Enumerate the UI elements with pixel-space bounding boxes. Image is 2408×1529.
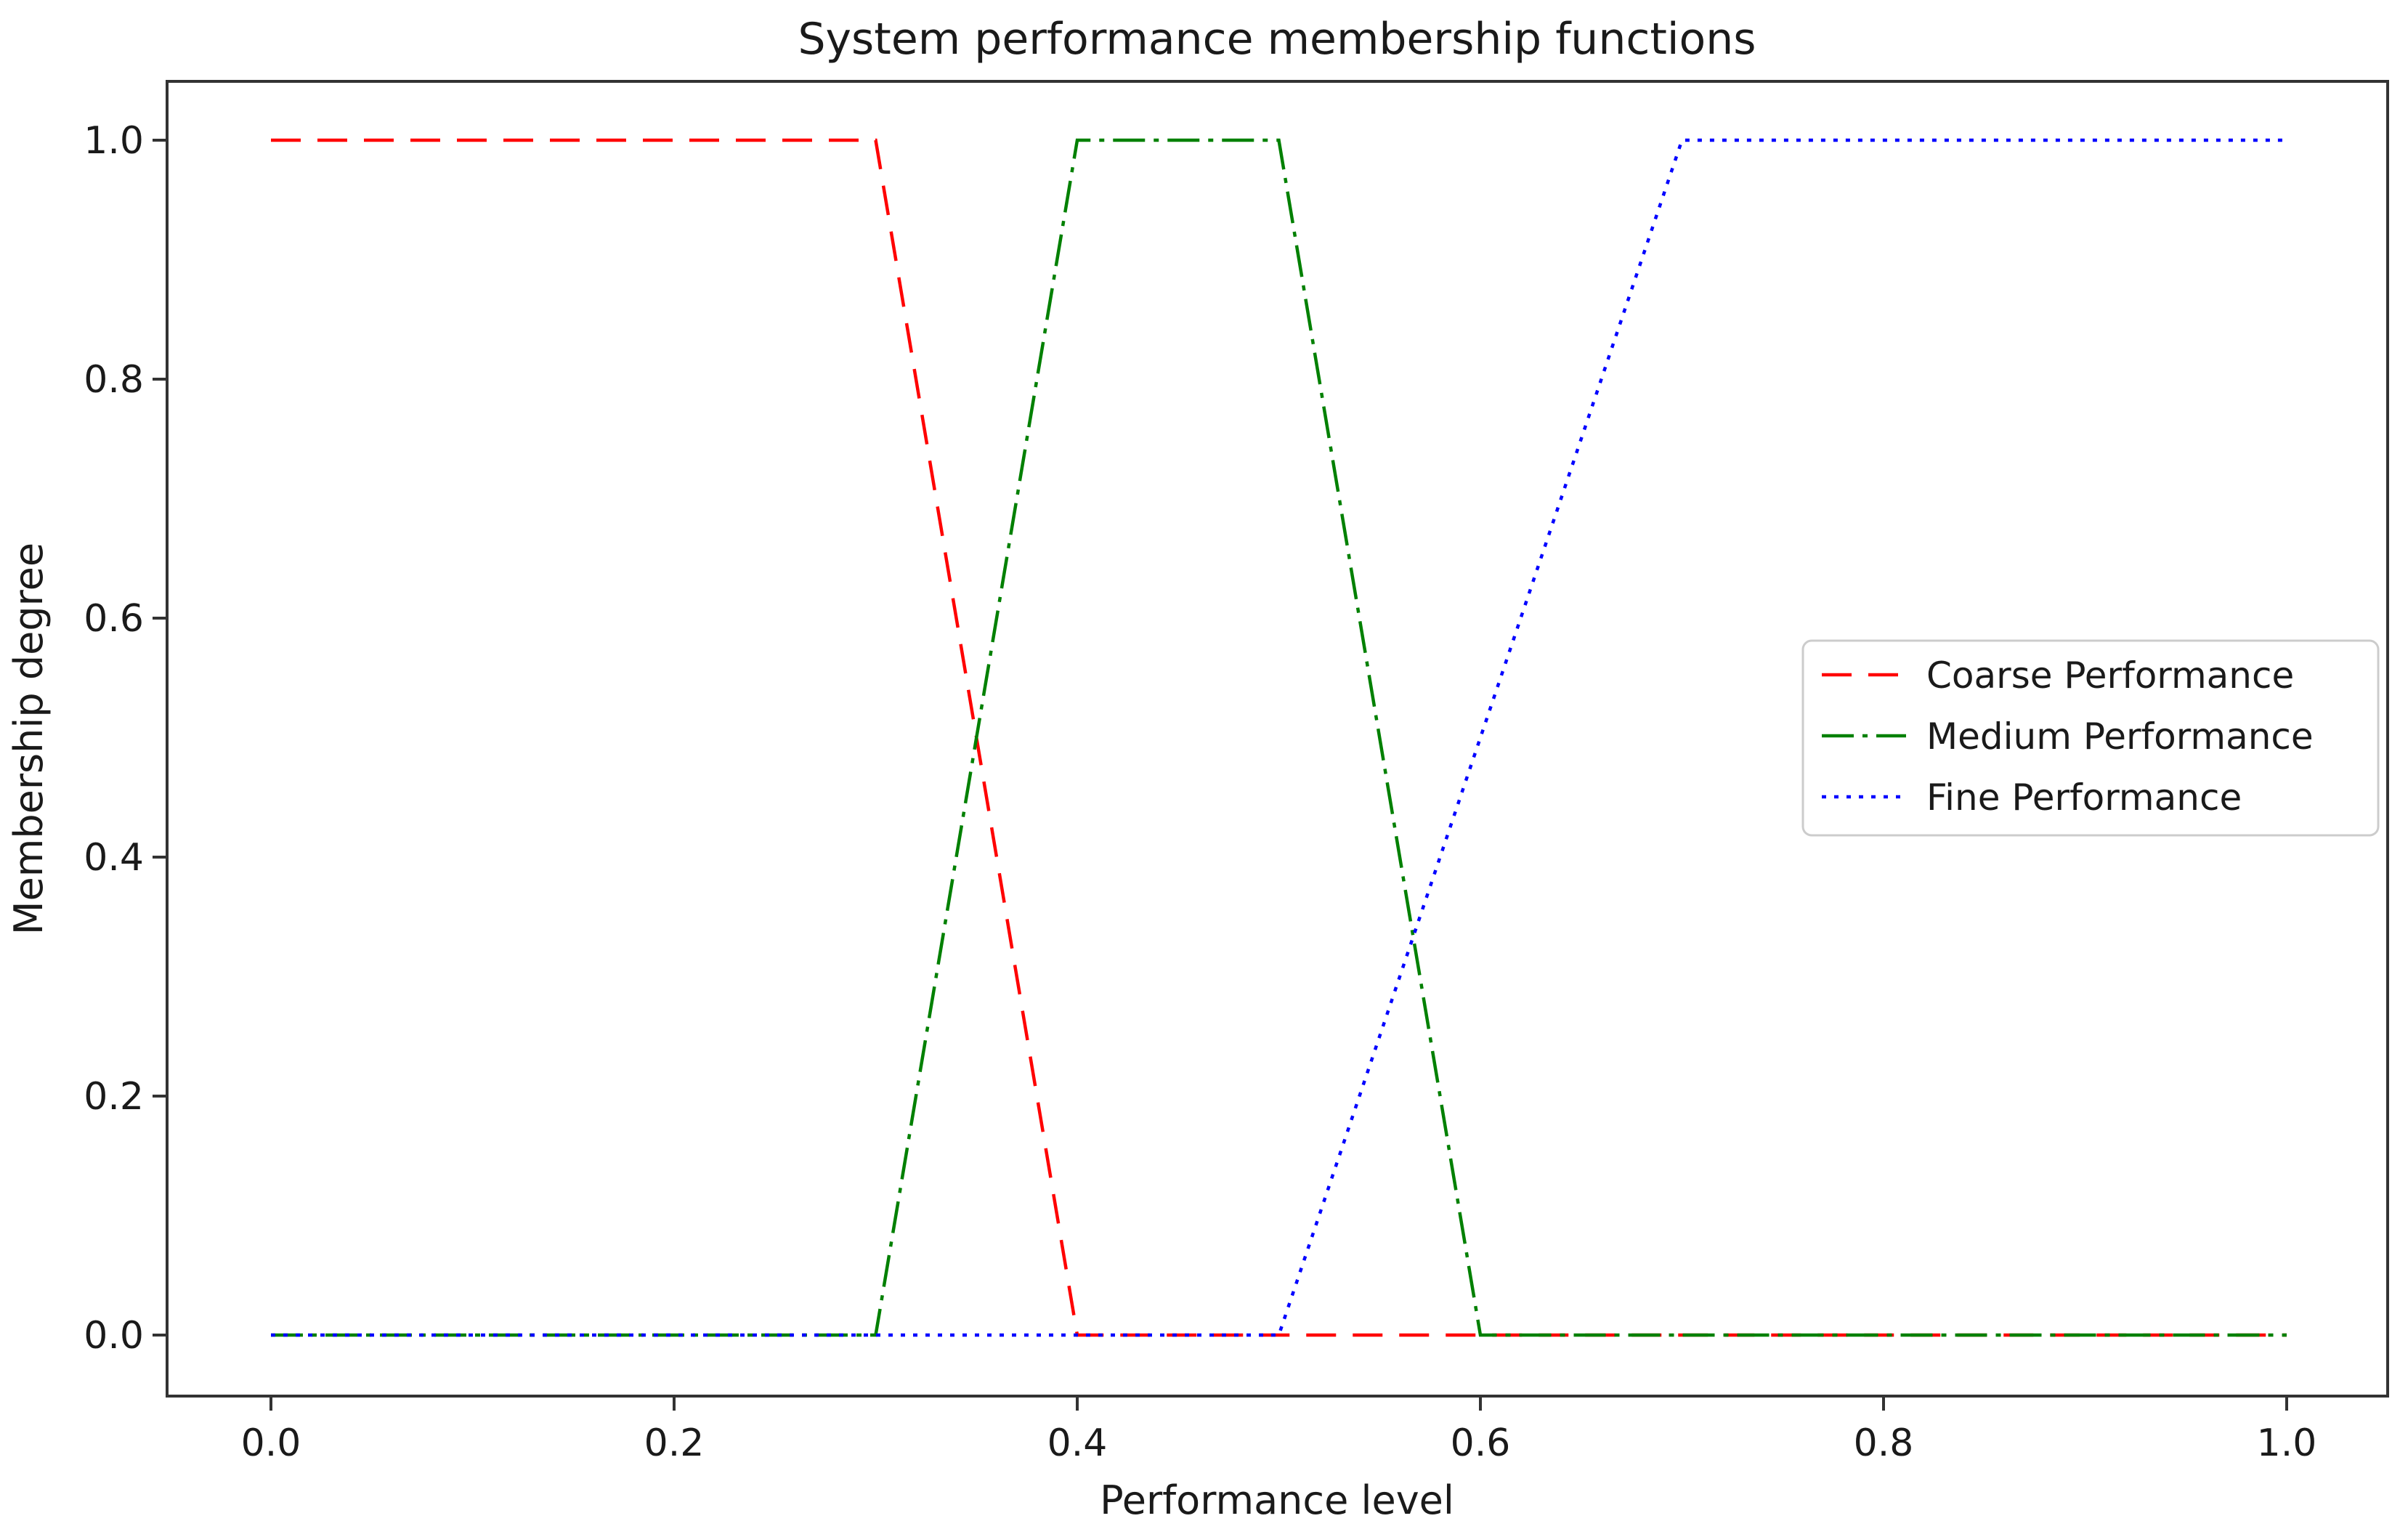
y-axis-ticks: 0.0 0.2 0.4 0.6 0.8 1.0 [84,119,167,1358]
y-tick-label: 0.2 [84,1075,144,1119]
y-tick-label: 0.8 [84,358,144,402]
y-tick-label: 0.6 [84,597,144,641]
x-tick-label: 0.4 [1047,1421,1108,1465]
x-tick-label: 0.8 [1854,1421,1914,1465]
x-axis-label: Performance level [1100,1477,1454,1523]
legend-label: Fine Performance [1926,776,2242,819]
x-tick-label: 1.0 [2257,1421,2317,1465]
x-axis-ticks: 0.0 0.2 0.4 0.6 0.8 1.0 [241,1396,2317,1465]
y-tick-label: 1.0 [84,119,144,163]
y-axis-label: Membership degree [6,543,52,935]
x-tick-label: 0.0 [241,1421,301,1465]
x-tick-label: 0.2 [644,1421,705,1465]
series-line-medium-performance [271,138,2287,1337]
legend-label: Coarse Performance [1926,654,2294,697]
series-line-fine-performance [271,138,2287,1337]
legend-box [1801,639,2380,837]
legend-label: Medium Performance [1926,715,2314,758]
x-tick-label: 0.6 [1451,1421,1511,1465]
y-tick-label: 0.4 [84,836,144,880]
series-lines [271,138,2287,1337]
y-tick-label: 0.0 [84,1314,144,1358]
chart-title: System performance membership functions [798,14,1756,65]
legend: Coarse Performance Medium Performance Fine… [1801,639,2380,837]
